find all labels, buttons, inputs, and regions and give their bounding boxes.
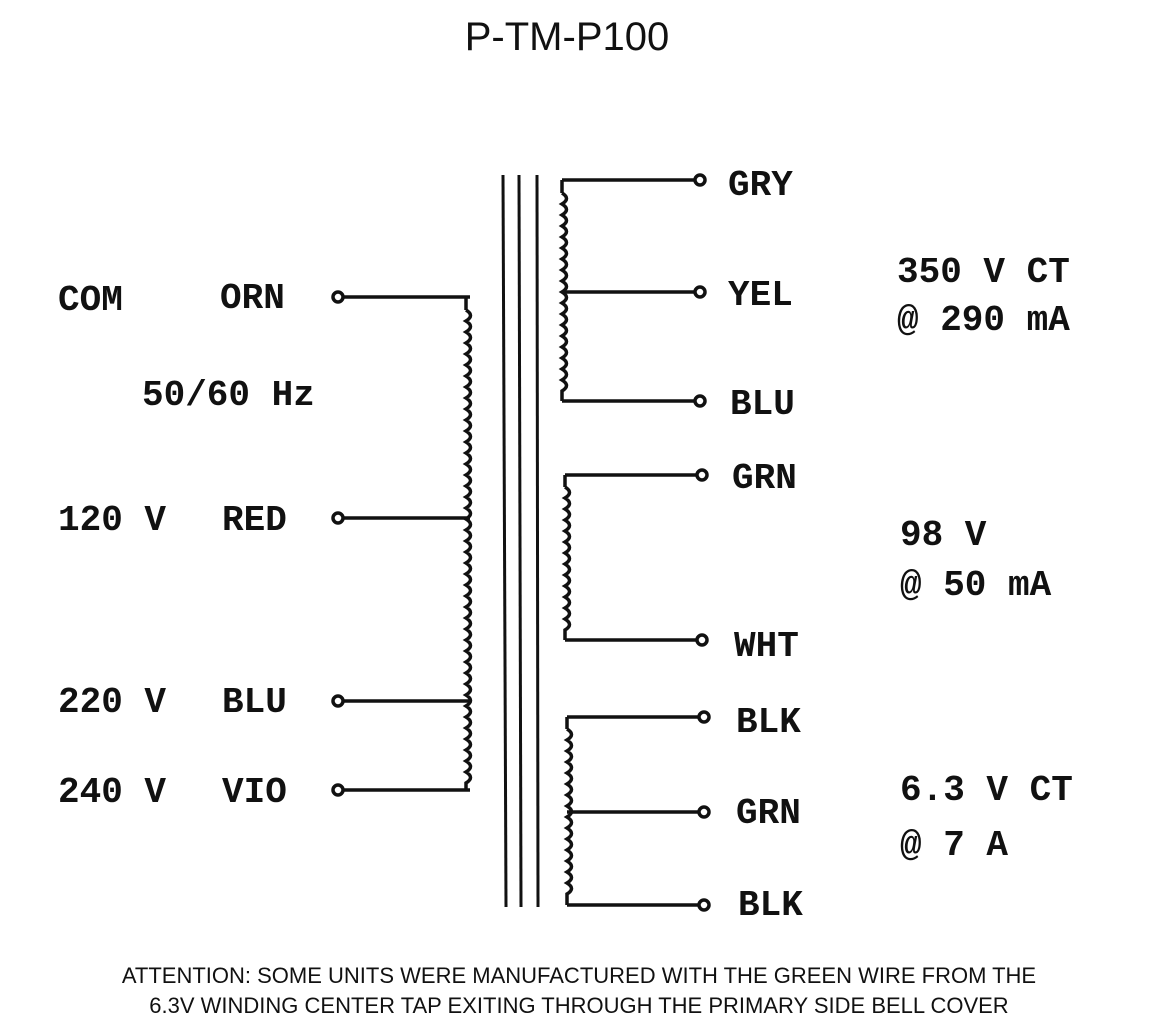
terminal-icon [331,290,345,304]
terminal-icon [697,710,711,724]
terminal-icon [693,285,707,299]
terminal-icon [331,783,345,797]
secondary-rating: 6.3 V CT [900,770,1073,811]
primary-tap-color: RED [222,500,287,541]
secondary-rating-current: @ 290 mA [897,300,1070,341]
diagram-title: P-TM-P100 [465,15,670,59]
secondary-lead-label: BLU [730,384,795,425]
frequency-label: 50/60 Hz [142,375,315,416]
terminal-icon [697,805,711,819]
core-line-1 [501,174,508,908]
secondary-rating-current: @ 7 A [900,825,1008,866]
terminal-icon [331,694,345,708]
secondary-lead-label: GRN [732,458,797,499]
windings [331,173,711,912]
terminal-icon [693,394,707,408]
primary-tap-voltage: 220 V [58,682,166,723]
secondary-rating-current: @ 50 mA [900,565,1052,606]
primary-tap-color: ORN [220,278,285,319]
terminal-icon [693,173,707,187]
primary-coil [462,308,473,785]
terminal-icon [695,633,709,647]
secondary-rating: 350 V CT [897,252,1070,293]
secondary-lead-label: YEL [728,275,793,316]
terminal-icon [695,468,709,482]
core-line-3 [535,174,540,908]
terminal-icon [331,511,345,525]
secondary-lead-label: GRN [736,793,801,834]
primary-tap-voltage: COM [58,280,123,321]
secondary-coil-98v [561,485,572,632]
secondary-lead-label: WHT [734,626,799,667]
attention-note-line-2: 6.3V WINDING CENTER TAP EXITING THROUGH … [149,993,1008,1018]
transformer-core [501,174,540,908]
core-line-2 [517,174,523,908]
attention-note-line-1: ATTENTION: SOME UNITS WERE MANUFACTURED … [122,963,1036,988]
primary-tap-color: BLU [222,682,287,723]
primary-tap-color: VIO [222,772,287,813]
terminal-icon [697,898,711,912]
primary-tap-voltage: 120 V [58,500,166,541]
secondary-rating: 98 V [900,515,987,556]
secondary-lead-label: BLK [736,702,801,743]
secondary-lead-label: BLK [738,885,803,926]
primary-tap-voltage: 240 V [58,772,166,813]
secondary-lead-label: GRY [728,165,793,206]
